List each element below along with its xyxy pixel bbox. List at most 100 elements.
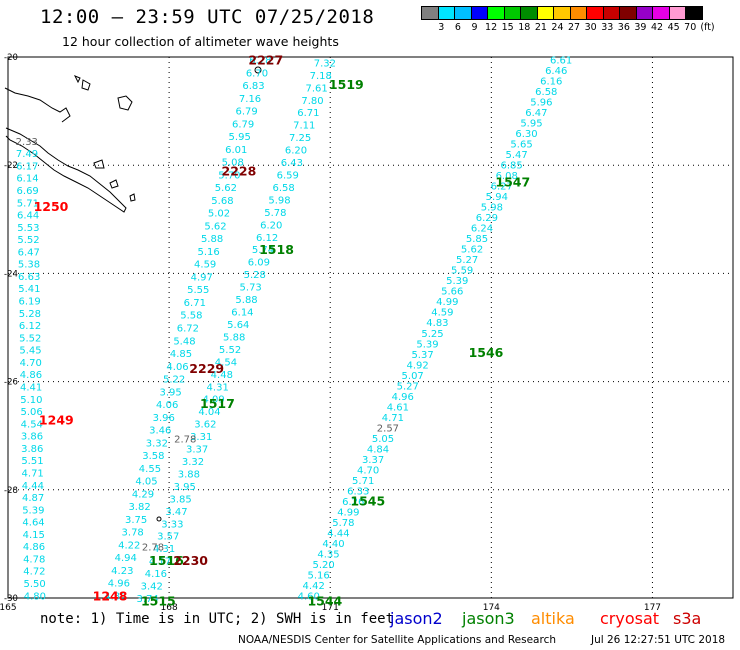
pass-time-label: 1250 [34, 199, 69, 214]
satellite-tracks: 2.337.496.176.146.695.716.445.535.526.47… [16, 56, 573, 605]
swh-value: 4.99 [337, 507, 359, 518]
swh-value: 5.62 [204, 221, 226, 232]
swh-value: 6.58 [273, 183, 295, 194]
swh-value: 5.27 [456, 255, 478, 266]
swh-value: 6.59 [277, 171, 299, 182]
swh-value: 5.48 [173, 336, 195, 347]
swh-value: 4.16 [145, 569, 167, 580]
pass-time-label: 1515 [141, 594, 176, 609]
swh-value: 3.57 [157, 532, 179, 543]
lon-tick-label: 171 [322, 603, 339, 613]
swh-value: 6.30 [515, 129, 537, 140]
swh-value: 5.88 [223, 332, 245, 343]
swh-value: 7.49 [16, 149, 38, 160]
swh-value: 4.71 [22, 468, 44, 479]
swh-value: 4.87 [22, 493, 44, 504]
swh-value: 6.43 [281, 158, 303, 169]
swh-value: 6.79 [232, 119, 254, 130]
footer-timestamp: Jul 26 12:27:51 UTC 2018 [591, 634, 726, 646]
swh-value: 6.79 [235, 107, 257, 118]
satellite-cryosat: cryosat [600, 609, 660, 628]
swh-value: 6.61 [550, 56, 572, 67]
color-scale [421, 6, 703, 20]
swh-value: 4.96 [392, 392, 414, 403]
map-frame [7, 56, 734, 599]
swh-value: 5.38 [18, 260, 40, 271]
swh-value: 4.86 [23, 542, 45, 553]
swh-value: 5.52 [219, 345, 241, 356]
swh-value: 4.17 [149, 557, 171, 568]
swh-value: 6.20 [260, 220, 282, 231]
swh-value: 3.37 [362, 455, 384, 466]
swh-value: 5.88 [201, 234, 223, 245]
color-scale-label: 18 [518, 22, 531, 33]
swh-value: 4.80 [24, 591, 46, 602]
swh-value: 6.14 [16, 174, 38, 185]
color-scale-label: 45 [667, 22, 680, 33]
swh-value: 6.44 [17, 211, 39, 222]
swh-value-low: 2.78 [174, 434, 196, 445]
swh-value: 4.94 [115, 553, 137, 564]
swh-value: 5.22 [163, 375, 185, 386]
lat-tick-label: -28 [4, 486, 18, 496]
swh-value: 4.48 [211, 370, 233, 381]
swh-value: 3.86 [21, 444, 43, 455]
swh-value: 5.02 [208, 209, 230, 220]
swh-value: 4.23 [111, 566, 133, 577]
swh-value: 6.71 [297, 108, 319, 119]
swh-value: 3.47 [165, 507, 187, 518]
swh-value: 5.07 [402, 371, 424, 382]
swh-value: 6.58 [535, 87, 557, 98]
color-scale-label: 15 [501, 22, 514, 33]
swh-value: 5.52 [19, 333, 41, 344]
swh-value: 3.33 [161, 519, 183, 530]
swh-value: 7.25 [289, 133, 311, 144]
swh-value: 4.60 [298, 591, 320, 602]
lat-tick-label: -30 [4, 594, 18, 604]
swh-value: 4.71 [382, 413, 404, 424]
swh-value: 4.70 [20, 358, 42, 369]
swh-value: 5.39 [22, 505, 44, 516]
color-scale-label: 30 [584, 22, 597, 33]
swh-value: 5.55 [187, 285, 209, 296]
swh-value: 6.70 [246, 68, 268, 79]
swh-value: 6.12 [19, 321, 41, 332]
swh-value: 4.04 [198, 407, 220, 418]
swh-value: 4.06 [166, 362, 188, 373]
swh-value: 6.27 [491, 182, 513, 193]
swh-value: 6.72 [177, 324, 199, 335]
swh-value: 5.51 [21, 456, 43, 467]
swh-value: 4.97 [191, 272, 213, 283]
color-scale-label: 39 [634, 22, 647, 33]
swh-value: 4.55 [139, 464, 161, 475]
lon-tick-label: 174 [483, 603, 500, 613]
swh-value: 4.44 [22, 481, 44, 492]
swh-value: 5.62 [215, 183, 237, 194]
swh-value: 4.61 [387, 402, 409, 413]
swh-value: 4.35 [317, 549, 339, 560]
swh-value: 5.45 [19, 346, 41, 357]
swh-value: 3.42 [141, 582, 163, 593]
swh-value: 7.11 [293, 121, 315, 132]
swh-value: 6.29 [476, 213, 498, 224]
swh-value: 4.29 [132, 489, 154, 500]
swh-value: 6.19 [18, 297, 40, 308]
swh-value: 4.22 [118, 540, 140, 551]
color-scale-label: 27 [568, 22, 581, 33]
swh-value: 5.85 [466, 234, 488, 245]
swh-value: 4.99 [436, 297, 458, 308]
swh-value: 5.52 [17, 235, 39, 246]
swh-value: 5.66 [441, 287, 463, 298]
swh-value: 4.86 [104, 591, 126, 602]
swh-value: 5.16 [197, 247, 219, 258]
swh-value: 4.31 [153, 544, 175, 555]
swh-value: 3.46 [149, 426, 171, 437]
swh-value: 7.32 [314, 58, 336, 69]
lat-tick-label: -26 [4, 378, 18, 388]
swh-value: 5.73 [240, 283, 262, 294]
swh-value: 5.39 [446, 276, 468, 287]
swh-value: 5.08 [222, 158, 244, 169]
swh-value: 4.72 [23, 567, 45, 578]
swh-value: 5.71 [17, 198, 39, 209]
